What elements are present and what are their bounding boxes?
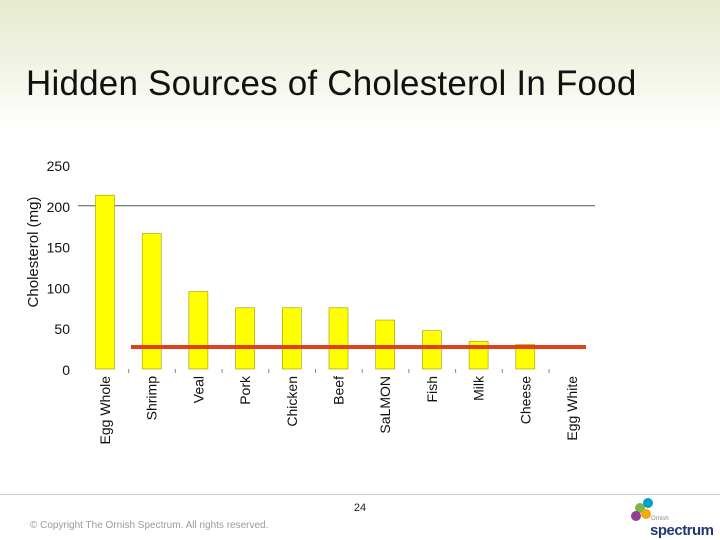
x-tick-label: Veal (190, 376, 206, 403)
bar-fish (422, 330, 442, 370)
y-tick-label: 150 (47, 240, 71, 256)
y-axis-ticks: 0 50 100 150 200 250 (47, 158, 71, 378)
x-tick-label: Egg Whole (97, 376, 113, 445)
bar-chicken (281, 307, 302, 370)
footer-divider (0, 494, 720, 495)
y-tick-label: 0 (62, 362, 70, 378)
bar-shrimp (141, 233, 162, 370)
bar-beef (328, 307, 349, 370)
page-number: 24 (353, 502, 367, 514)
y-tick-label: 50 (54, 321, 70, 337)
x-axis-labels: Egg Whole Shrimp Veal Pork Chicken Beef SaLMON… (97, 375, 580, 444)
bar-egg-whole (95, 194, 115, 370)
x-tick-label: Fish (424, 376, 440, 402)
slide-title: Hidden Sources of Cholesterol In Food (26, 64, 637, 103)
bar-cheese (515, 344, 536, 370)
cholesterol-bar-chart: 0 50 100 150 200 250 Egg Whole Shrimp Veal Pork C… (25, 158, 595, 444)
x-tick-label: Milk (471, 375, 487, 401)
bar-salmon (375, 319, 396, 370)
bar-pork (235, 307, 255, 370)
y-tick-label: 100 (47, 280, 71, 296)
x-tick-label: Chicken (284, 376, 300, 427)
logo-wordmark: spectrum (650, 522, 714, 539)
bar-veal (188, 291, 209, 370)
x-tick-label: Cheese (517, 376, 533, 424)
x-tick-label: SaLMON (377, 376, 393, 434)
x-tick-label: Beef (331, 376, 347, 405)
logo-small-text: Ornish (651, 516, 669, 522)
x-tick-label: Shrimp (144, 376, 160, 421)
y-tick-label: 200 (47, 199, 71, 215)
spectrum-logo-icon (631, 498, 653, 521)
y-tick-label: 250 (47, 158, 71, 174)
x-tick-label: Pork (237, 375, 253, 405)
copyright-text: © Copyright The Ornish Spectrum. All rig… (30, 520, 269, 531)
x-tick-label: Egg White (564, 376, 580, 441)
chart-bars (95, 194, 550, 373)
y-axis-label: Cholesterol (mg) (25, 197, 42, 308)
